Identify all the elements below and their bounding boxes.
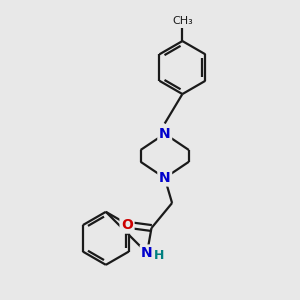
Text: N: N bbox=[159, 171, 170, 185]
Text: CH₃: CH₃ bbox=[172, 16, 193, 26]
Text: H: H bbox=[154, 249, 165, 262]
Text: O: O bbox=[121, 218, 133, 232]
Text: N: N bbox=[141, 246, 153, 260]
Text: N: N bbox=[159, 127, 170, 141]
